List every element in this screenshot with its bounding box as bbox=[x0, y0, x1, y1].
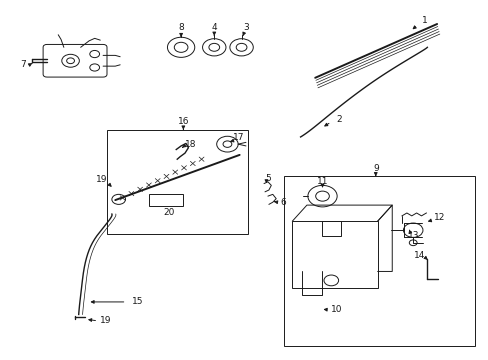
Text: 19: 19 bbox=[100, 316, 111, 325]
Text: 15: 15 bbox=[131, 297, 142, 306]
Text: 20: 20 bbox=[163, 208, 174, 217]
Text: 9: 9 bbox=[372, 164, 378, 173]
Text: 8: 8 bbox=[178, 23, 183, 32]
Bar bbox=[292, 221, 377, 288]
Text: 16: 16 bbox=[177, 117, 189, 126]
Text: 5: 5 bbox=[264, 175, 270, 184]
Text: 11: 11 bbox=[316, 177, 327, 186]
Text: 18: 18 bbox=[185, 140, 196, 149]
Text: 1: 1 bbox=[421, 16, 427, 25]
Text: 2: 2 bbox=[336, 114, 342, 123]
Bar bbox=[321, 221, 340, 235]
Text: 14: 14 bbox=[413, 251, 425, 260]
Text: 13: 13 bbox=[407, 231, 419, 240]
Bar bbox=[149, 194, 182, 206]
Text: 17: 17 bbox=[232, 133, 244, 142]
Bar bbox=[284, 176, 474, 346]
Text: 12: 12 bbox=[433, 213, 444, 222]
Text: 19: 19 bbox=[96, 175, 108, 184]
Text: 7: 7 bbox=[20, 60, 25, 69]
Text: 3: 3 bbox=[243, 23, 249, 32]
Bar bbox=[107, 130, 248, 234]
Text: 4: 4 bbox=[211, 23, 217, 32]
Text: 10: 10 bbox=[331, 305, 342, 314]
Text: 6: 6 bbox=[280, 198, 286, 207]
